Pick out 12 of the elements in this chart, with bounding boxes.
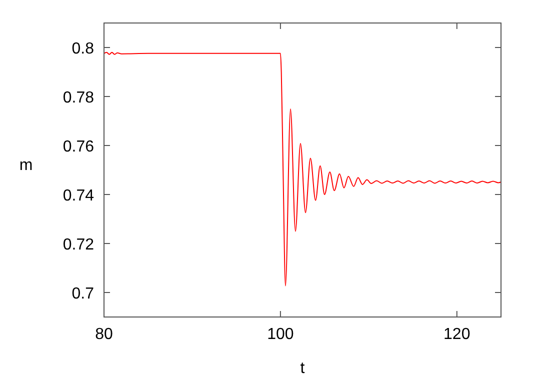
x-tick-label: 100	[267, 326, 294, 343]
y-tick-label: 0.76	[62, 138, 94, 156]
line-series	[104, 52, 502, 286]
x-tick-label: 80	[95, 326, 113, 343]
x-axis-title: t	[300, 360, 306, 377]
y-tick-label: 0.8	[72, 40, 94, 58]
y-tick-label: 0.74	[62, 188, 94, 204]
y-tick-label: 0.7	[72, 286, 94, 302]
x-tick-label: 120	[444, 326, 470, 343]
y-tick-label: 0.72	[62, 236, 94, 254]
y-axis-title: m	[19, 157, 33, 174]
y-tick-label: 0.78	[62, 90, 94, 106]
